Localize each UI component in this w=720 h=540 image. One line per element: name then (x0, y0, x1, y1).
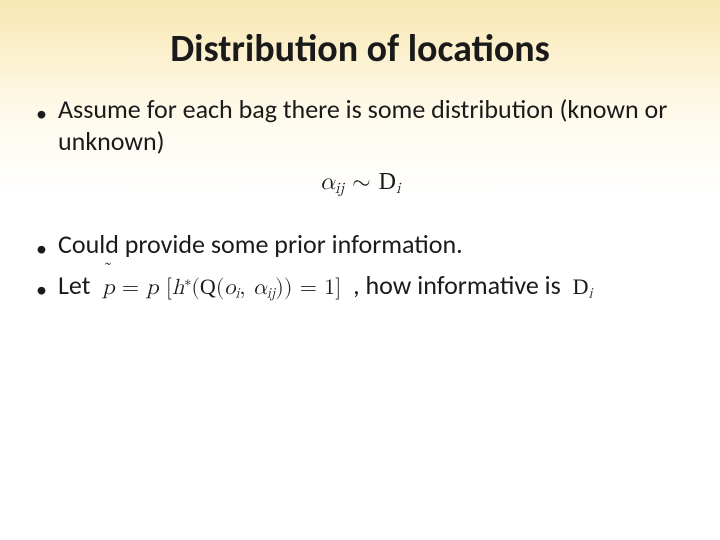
math-eq: = (115, 277, 147, 299)
math-p: p (146, 277, 166, 299)
math-Q: Q (200, 274, 216, 299)
tilde-icon: ˜ (103, 259, 112, 282)
bullet-2-text: Could provide some prior information. (58, 229, 684, 261)
bullet-dot-icon: • (36, 270, 58, 305)
math-eq1: = 1 (292, 277, 335, 299)
slide-title: Distribution of locations (0, 0, 720, 94)
bullet-dot-icon: • (36, 229, 58, 264)
math-lparen: ( (191, 277, 200, 299)
math-D2: D (573, 274, 589, 299)
bullet-1-text: Assume for each bag there is some distri… (58, 94, 684, 157)
slide: Distribution of locations • Assume for e… (0, 0, 720, 540)
bullet-3-text: Let ˜p = p [h∗(Q(oi, αij)) = 1] , how in… (58, 270, 684, 302)
math-ptilde-expr: ˜p = p [h∗(Q(oi, αij)) = 1] (96, 273, 347, 302)
slide-body: • Assume for each bag there is some dist… (0, 94, 720, 305)
math-alpha2-sub-ij: ij (267, 286, 275, 301)
math-comma: , (239, 277, 252, 299)
math-o: o (224, 277, 235, 299)
math-D: D (379, 169, 396, 195)
math-distribution: αij ∼ Di (36, 165, 684, 199)
math-alpha: α (320, 170, 335, 194)
bullet-2: • Could provide some prior information. (36, 229, 684, 264)
math-Di-trailing: Di (567, 274, 599, 302)
spacer (36, 203, 684, 229)
math-h: h (172, 277, 184, 299)
math-sub-ij: ij (335, 181, 344, 197)
bullet-1: • Assume for each bag there is some dist… (36, 94, 684, 157)
math-ptilde: ˜p (102, 275, 114, 302)
bullet-dot-icon: • (36, 94, 58, 129)
math-sub-i: i (396, 181, 400, 197)
math-alpha-sim-D: αij ∼ Di (320, 170, 401, 194)
math-alpha2: α (253, 277, 267, 299)
math-sim: ∼ (344, 170, 379, 194)
math-D2-sub-i: i (589, 286, 593, 301)
math-rparen: ) (275, 277, 284, 299)
bullet-3-post: , how informative is (347, 270, 566, 302)
bullet-3: • Let ˜p = p [h∗(Q(oi, αij)) = 1] , how … (36, 270, 684, 305)
bullet-3-pre: Let (58, 270, 96, 302)
math-rbrack: ] (335, 277, 341, 299)
